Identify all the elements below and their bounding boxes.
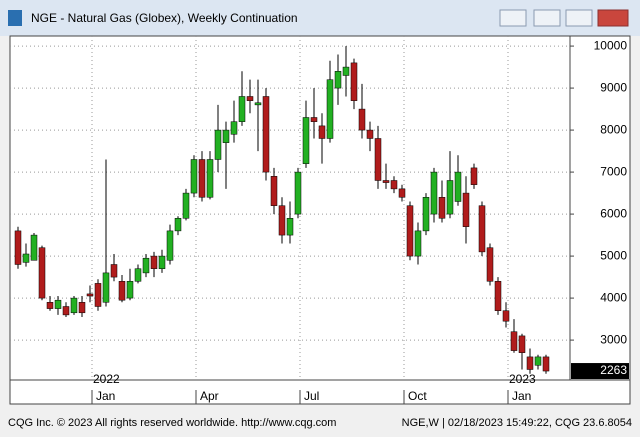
candle-body xyxy=(46,302,54,309)
candle-body xyxy=(198,159,206,198)
candle-body xyxy=(222,129,230,143)
footer-right: NGE,W | 02/18/2023 15:49:22, CQG 23.6.80… xyxy=(402,417,632,429)
candle-body xyxy=(214,129,222,160)
y-tick-label: 6000 xyxy=(600,206,627,220)
x-tick-label: Jan xyxy=(96,389,115,403)
candle-body xyxy=(70,297,78,314)
y-tick-label: 3000 xyxy=(600,332,627,346)
candle-body xyxy=(470,167,478,185)
candle-body xyxy=(334,71,342,89)
window-title: NGE - Natural Gas (Globex), Weekly Conti… xyxy=(31,11,298,25)
minimize-button[interactable] xyxy=(533,9,561,27)
candle-body xyxy=(230,121,238,135)
candle-body xyxy=(54,299,62,309)
candle-body xyxy=(310,117,318,122)
candle-body xyxy=(398,188,406,198)
price-axis xyxy=(569,35,631,381)
candle-body xyxy=(366,129,374,139)
candle-body xyxy=(422,197,430,232)
footer-left: CQG Inc. © 2023 All rights reserved worl… xyxy=(8,417,336,429)
candle-body xyxy=(102,272,110,303)
candle-body xyxy=(318,125,326,139)
year-label: 2022 xyxy=(93,372,120,386)
y-tick-label: 7000 xyxy=(600,164,627,178)
candle-body xyxy=(150,255,158,269)
candle-body xyxy=(526,356,534,370)
candle-body xyxy=(462,192,470,227)
year-label: 2023 xyxy=(509,372,536,386)
app-icon xyxy=(8,10,22,26)
candle-body xyxy=(190,159,198,194)
last-price-box xyxy=(571,363,629,380)
candle-body xyxy=(142,257,150,274)
x-tick-label: Apr xyxy=(200,389,219,403)
candle-body xyxy=(518,335,526,353)
candle-body xyxy=(326,79,334,139)
candle-body xyxy=(110,264,118,278)
time-axis xyxy=(9,379,631,405)
candle-body xyxy=(350,62,358,101)
y-tick-label: 8000 xyxy=(600,122,627,136)
candle-body xyxy=(502,310,510,322)
candle-body xyxy=(406,205,414,257)
x-tick-label: Oct xyxy=(408,389,427,403)
candle-body xyxy=(374,138,382,181)
candle-body xyxy=(446,180,454,215)
candle-body xyxy=(262,96,270,173)
candle-body xyxy=(534,356,542,366)
candle-body xyxy=(342,66,350,76)
candle-body xyxy=(78,302,86,314)
candle-body xyxy=(174,218,182,232)
candle-body xyxy=(286,218,294,236)
chart: 3000 4000 5000 6000 7000 8000 9000 10000 Jan 2022… xyxy=(10,36,629,404)
y-tick-label: 9000 xyxy=(600,80,627,94)
candle-body xyxy=(182,192,190,219)
candle-body xyxy=(486,247,494,282)
candle-body xyxy=(478,205,486,253)
candle-body xyxy=(158,255,166,269)
candle-body xyxy=(302,117,310,164)
x-tick-label: Jan xyxy=(512,389,531,403)
candle-body xyxy=(166,230,174,261)
candle-body xyxy=(414,230,422,257)
x-tick-label: Jul xyxy=(304,389,319,403)
candle-body xyxy=(126,281,134,299)
y-tick-label: 10000 xyxy=(594,38,628,52)
candle-body xyxy=(30,234,38,261)
close-button[interactable] xyxy=(597,9,629,27)
candle-body xyxy=(94,283,102,307)
candle-body xyxy=(38,247,46,299)
candle-body xyxy=(278,205,286,236)
candle-body xyxy=(206,159,214,198)
candle-body xyxy=(294,171,302,215)
candle-body xyxy=(430,171,438,215)
candle-body xyxy=(382,180,390,183)
link-button[interactable] xyxy=(499,9,527,27)
candle-body xyxy=(454,171,462,202)
candle-body xyxy=(438,197,446,219)
candle-body xyxy=(238,96,246,122)
y-tick-label: 4000 xyxy=(600,290,627,304)
candle-body xyxy=(390,180,398,190)
candle-body xyxy=(358,108,366,131)
candle-body xyxy=(14,230,22,265)
candle-body xyxy=(542,356,550,372)
candle-body xyxy=(22,253,30,263)
candle-body xyxy=(494,281,502,311)
candle-body xyxy=(118,281,126,301)
maximize-button[interactable] xyxy=(565,9,593,27)
candle-body xyxy=(86,293,94,297)
candle-body xyxy=(254,102,262,106)
candle-body xyxy=(134,268,142,282)
candle-body xyxy=(510,331,518,351)
last-price-label: 2263 xyxy=(600,363,627,377)
title-bar xyxy=(0,0,640,36)
candle-body xyxy=(246,96,254,101)
candle-body xyxy=(62,306,70,316)
y-tick-label: 5000 xyxy=(600,248,627,262)
candle-body xyxy=(270,176,278,206)
